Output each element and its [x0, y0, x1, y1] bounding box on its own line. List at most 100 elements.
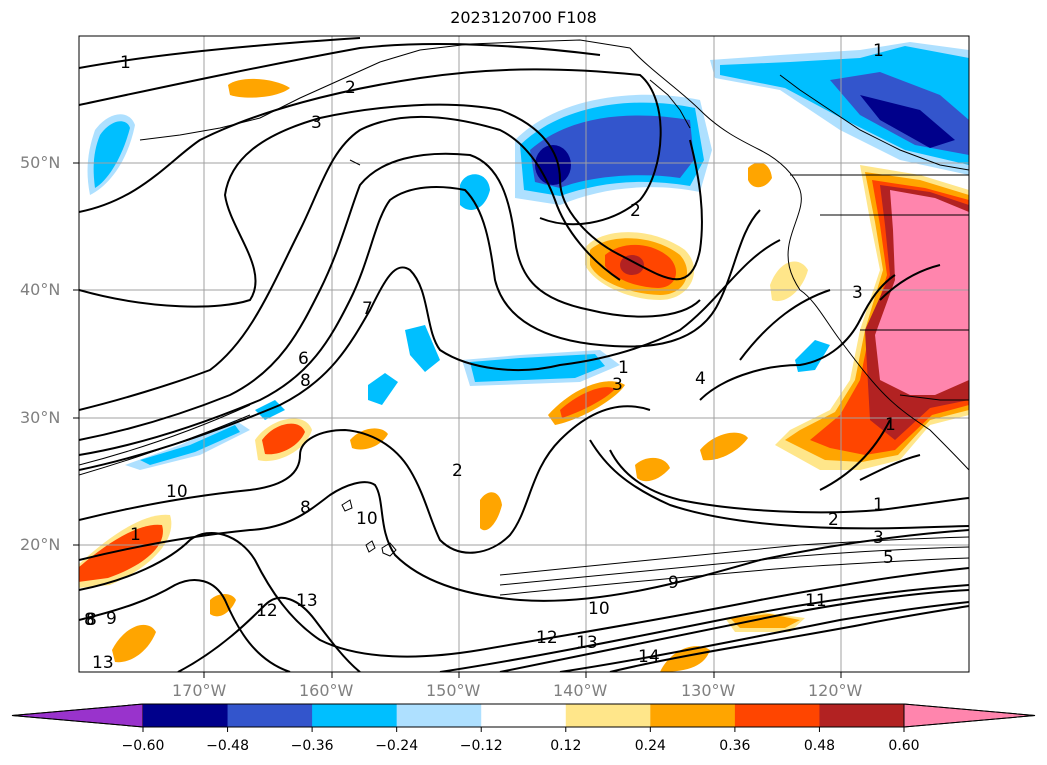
- positive-anomaly-region: [700, 432, 748, 461]
- contour-label: 10: [588, 599, 610, 619]
- negative-anomaly-region: [93, 121, 130, 188]
- contour-lines-thin: [79, 404, 969, 596]
- colorbar: −0.60 −0.48 −0.36 −0.24 −0.12 0.12 0.24 0.36 0.4…: [11, 703, 1036, 754]
- contour-label: 8: [300, 498, 311, 518]
- positive-anomaly-region: [112, 624, 156, 663]
- shading-layer: [79, 42, 969, 672]
- colorbar-tick-label: 0.24: [635, 738, 666, 754]
- colorbar-tick-label: 0.48: [804, 738, 835, 754]
- coastlines: [139, 39, 969, 471]
- contour-label: 11: [805, 591, 827, 611]
- negative-anomaly-region: [368, 373, 398, 405]
- positive-anomaly-region: [770, 261, 808, 302]
- lat-label: 30°N: [20, 408, 61, 427]
- colorbar-tick-label: 0.12: [550, 738, 581, 754]
- contour-label: 5: [883, 548, 894, 568]
- colorbar-tick-label: −0.60: [122, 738, 165, 754]
- contour-label: 6: [298, 349, 309, 369]
- contour-label: 10: [356, 509, 378, 529]
- colorbar-tick-label: −0.36: [291, 738, 334, 754]
- contour-label: 2: [452, 461, 463, 481]
- lon-label: 160°W: [299, 681, 354, 700]
- colorbar-segment: [312, 704, 398, 727]
- positive-anomaly-region: [210, 594, 236, 617]
- contour-label: 8: [86, 610, 97, 630]
- positive-anomaly-region: [660, 646, 710, 672]
- contour-label: 9: [668, 573, 679, 593]
- contour-label: 1: [120, 53, 131, 73]
- contour-lines: [79, 37, 969, 672]
- lon-label: 150°W: [426, 681, 481, 700]
- colorbar-segment: [650, 704, 736, 727]
- contour-label: 7: [362, 299, 373, 319]
- lat-label: 40°N: [20, 280, 61, 299]
- lon-label: 130°W: [681, 681, 736, 700]
- contour-label: 13: [92, 653, 114, 673]
- colorbar-segment: [734, 704, 820, 727]
- contour-label: 1: [885, 415, 896, 435]
- colorbar-tick-label: 0.60: [888, 738, 919, 754]
- contour-label: 3: [612, 375, 623, 395]
- colorbar-extend-high: [903, 703, 1036, 728]
- lon-label: 170°W: [172, 681, 227, 700]
- contour-label: 3: [873, 528, 884, 548]
- contour-label: 1: [618, 358, 629, 378]
- contour-label: 1: [130, 525, 141, 545]
- colorbar-tick-label: 0.36: [719, 738, 750, 754]
- positive-anomaly-region: [730, 614, 800, 628]
- positive-anomaly-region: [228, 78, 290, 98]
- lat-label: 50°N: [20, 153, 61, 172]
- contour-label: 2: [345, 78, 356, 98]
- contour-label: 13: [576, 633, 598, 653]
- colorbar-segment: [565, 704, 651, 727]
- colorbar-extend-low: [11, 703, 144, 728]
- positive-anomaly-region: [560, 387, 615, 418]
- positive-anomaly-region: [79, 524, 163, 582]
- map-title: 2023120700 F108: [450, 8, 597, 27]
- positive-anomaly-region: [748, 162, 772, 188]
- lat-label: 20°N: [20, 535, 61, 554]
- contour-label-layer: 1 2 3 1 2 3 7 6 8 2 1 3 4 1 1 2 3 5 10 8…: [84, 41, 896, 673]
- axis-ticks: [73, 162, 842, 678]
- positive-anomaly-region: [635, 457, 670, 482]
- contour-label: 1: [873, 495, 884, 515]
- contour-label: 12: [256, 601, 278, 621]
- contour-label: 12: [536, 628, 558, 648]
- contour-label: 9: [106, 609, 117, 629]
- negative-anomaly-region: [460, 174, 490, 210]
- positive-anomaly-region: [350, 428, 388, 450]
- contour-label: 8: [300, 371, 311, 391]
- negative-anomaly-region: [860, 95, 955, 148]
- positive-anomaly-region: [620, 255, 644, 275]
- map-frame: [78, 35, 970, 673]
- contour-label: 4: [695, 369, 706, 389]
- colorbar-tick-label: −0.48: [206, 738, 249, 754]
- positive-anomaly-region: [875, 190, 969, 395]
- colorbar-segment: [819, 704, 905, 727]
- contour-label: 14: [638, 647, 660, 667]
- contour-label: 10: [166, 482, 188, 502]
- contour-label: 8: [84, 610, 95, 630]
- negative-anomaly-region: [470, 354, 605, 382]
- colorbar-segment: [227, 704, 313, 727]
- negative-anomaly-region: [405, 325, 440, 372]
- positive-anomaly-region: [480, 492, 502, 531]
- contour-label: 2: [828, 510, 839, 530]
- colorbar-segment: [143, 704, 229, 727]
- lon-label: 120°W: [808, 681, 863, 700]
- contour-label: 2: [630, 201, 641, 221]
- contour-label: 1: [873, 41, 884, 61]
- colorbar-segment: [396, 704, 482, 727]
- contour-label: 13: [296, 591, 318, 611]
- negative-anomaly-region: [530, 115, 694, 188]
- positive-anomaly-region: [262, 423, 305, 455]
- negative-anomaly-region: [140, 425, 240, 465]
- colorbar-tick-label: −0.24: [375, 738, 418, 754]
- contour-label: 3: [311, 113, 322, 133]
- colorbar-tick-label: −0.12: [460, 738, 503, 754]
- colorbar-segment: [481, 704, 567, 727]
- contour-label: 3: [852, 283, 863, 303]
- map-background: [79, 36, 969, 672]
- lon-label: 140°W: [553, 681, 608, 700]
